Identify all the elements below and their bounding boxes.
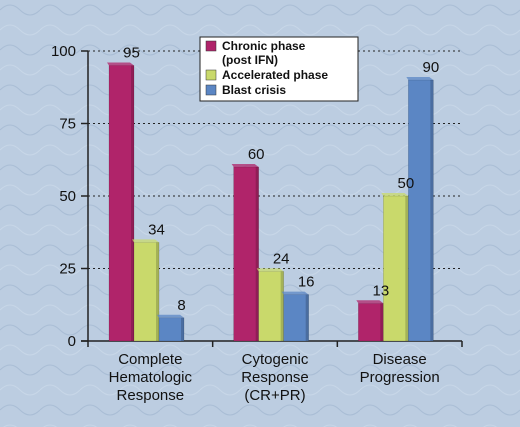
bar-top: [107, 62, 134, 66]
y-tick-label: 50: [59, 188, 76, 205]
bar-top: [281, 291, 309, 295]
bar-shade: [131, 65, 134, 341]
legend-swatch: [205, 69, 217, 81]
bar: [133, 242, 160, 342]
y-tick-label: 25: [59, 261, 76, 278]
data-label: 13: [372, 282, 389, 299]
bar-shade: [181, 317, 184, 341]
bar-shade: [380, 303, 384, 341]
data-label: 34: [148, 221, 165, 238]
legend-label: Accelerated phase: [222, 68, 328, 82]
bar-shade: [430, 80, 434, 341]
bar-top: [157, 314, 184, 318]
x-category-label: Complete Hematologic Response: [109, 351, 193, 404]
bar-top: [406, 77, 434, 80]
x-category-label: Disease Progression: [360, 351, 440, 386]
legend-swatch: [205, 40, 217, 52]
data-label: 90: [422, 59, 439, 76]
bar: [158, 317, 185, 342]
x-category-label-line: Response: [241, 369, 309, 386]
bar: [108, 65, 135, 342]
bar: [408, 79, 434, 342]
data-label: 60: [248, 146, 265, 163]
x-category-label-line: Response: [117, 387, 185, 404]
y-tick-label: 100: [51, 43, 76, 60]
x-category-label-line: Hematologic: [109, 369, 193, 386]
legend-label-line: Blast crisis: [222, 83, 286, 97]
bar-shade: [305, 294, 309, 341]
legend-swatch: [205, 84, 217, 96]
bar: [383, 195, 409, 342]
legend-label: Blast crisis: [222, 83, 286, 97]
x-category-label-line: Disease: [373, 351, 427, 368]
x-category-label-line: Progression: [360, 369, 440, 386]
x-category-label: Cytogenic Response (CR+PR): [241, 351, 309, 404]
legend: Chronic phase (post IFN)Accelerated phase…: [199, 36, 359, 102]
bar-top: [381, 193, 409, 196]
bar-top: [231, 164, 259, 167]
y-tick-label: 0: [68, 333, 76, 350]
x-category-label-line: Cytogenic: [242, 351, 309, 368]
bar-shade: [156, 242, 159, 341]
data-label: 8: [177, 297, 185, 314]
x-category-label-line: (CR+PR): [244, 387, 305, 404]
legend-label-line: (post IFN): [222, 53, 278, 67]
y-tick-label: 75: [59, 116, 76, 133]
legend-label: Chronic phase (post IFN): [222, 39, 306, 67]
data-label: 16: [298, 274, 315, 291]
bar: [258, 271, 284, 342]
bar-shade: [280, 271, 284, 341]
bar-shade: [255, 167, 259, 341]
legend-label-line: Accelerated phase: [222, 68, 328, 82]
bar-top: [132, 239, 159, 243]
bar-top: [356, 300, 384, 304]
bar: [233, 166, 259, 342]
bar: [283, 294, 309, 342]
bars: [107, 62, 434, 342]
bar: [358, 303, 384, 342]
legend-box: [199, 36, 359, 102]
legend-label-line: Chronic phase: [222, 39, 306, 53]
bar-top: [256, 268, 284, 272]
data-label: 95: [123, 45, 140, 62]
x-category-label-line: Complete: [118, 351, 182, 368]
data-label: 50: [397, 175, 414, 192]
bar-shade: [405, 196, 409, 341]
data-label: 24: [273, 250, 290, 267]
